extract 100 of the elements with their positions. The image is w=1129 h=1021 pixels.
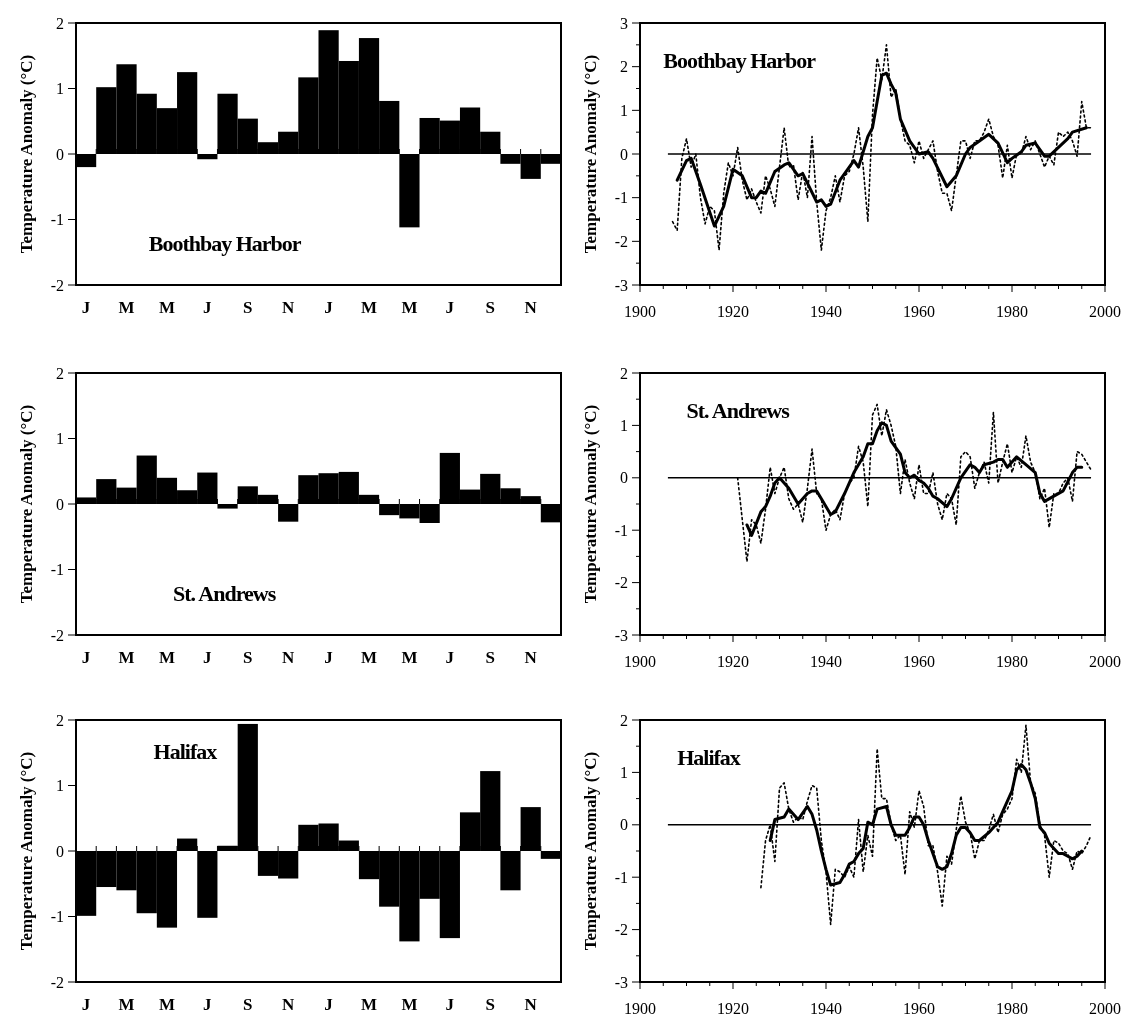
x-tick-label: M (118, 298, 135, 317)
x-tick-label: 1960 (903, 303, 935, 320)
x-tick-label: J (445, 298, 455, 317)
x-tick-label: S (485, 298, 496, 317)
x-tick-label: N (524, 995, 538, 1014)
x-tick-label: S (243, 995, 253, 1014)
y-tick-label: 0 (56, 842, 64, 860)
x-tick-label: M (118, 648, 135, 667)
x-tick-label: 1920 (717, 303, 749, 320)
x-tick-label: 1980 (996, 303, 1028, 320)
y-tick-label: -2 (614, 574, 628, 592)
y-tick-label: 2 (620, 58, 628, 76)
x-tick-label: M (361, 648, 378, 667)
y-tick-label: -3 (614, 276, 628, 294)
x-tick-label: M (158, 995, 175, 1014)
y-tick-label: -1 (614, 868, 628, 886)
y-tick-label: 2 (56, 364, 64, 382)
bar (177, 838, 198, 851)
x-tick-label: 1920 (717, 653, 749, 670)
x-tick-label: M (401, 298, 418, 317)
x-tick-label: 1980 (996, 1000, 1028, 1017)
x-tick-label: 1960 (903, 1000, 935, 1017)
y-tick-label: 3 (620, 14, 628, 32)
y-tick-label: 1 (56, 777, 64, 795)
x-tick-label: 1940 (810, 1000, 842, 1017)
y-tick-label: -1 (50, 561, 64, 579)
x-tick-label: N (282, 648, 296, 667)
x-tick-label: 2000 (1089, 653, 1121, 670)
x-tick-label: 2000 (1089, 303, 1121, 320)
x-tick-label: J (445, 995, 455, 1014)
y-tick-label: 2 (620, 711, 628, 729)
x-tick-label: 1900 (624, 1000, 656, 1017)
x-tick-label: J (81, 648, 91, 667)
annotation: Halifax (153, 739, 218, 765)
x-tick-label: J (203, 298, 213, 317)
annotation: Halifax (677, 744, 741, 770)
x-tick-label: N (282, 298, 296, 317)
x-tick-label: 1940 (810, 653, 842, 670)
annotation: St. Andrews (173, 580, 277, 606)
annotation: Boothbay Harbor (663, 47, 817, 73)
y-tick-label: 0 (56, 145, 64, 163)
x-tick-label: J (81, 298, 91, 317)
x-tick-label: N (524, 648, 538, 667)
y-axis-title: Temperature Anomaly (°C) (581, 54, 600, 254)
y-tick-label: -1 (614, 521, 628, 539)
y-axis-title: Temperature Anomaly (°C) (581, 751, 600, 951)
y-tick-label: 1 (620, 417, 628, 434)
x-tick-label: M (401, 995, 418, 1014)
y-axis-title: Temperature Anomaly (°C) (17, 751, 36, 951)
y-tick-label: 2 (56, 14, 64, 32)
y-tick-label: 0 (620, 816, 628, 834)
x-tick-label: N (524, 298, 538, 317)
y-tick-label: 1 (620, 101, 628, 119)
x-tick-label: 1920 (717, 1000, 749, 1017)
x-tick-label: M (401, 648, 418, 667)
x-tick-label: 1980 (996, 653, 1028, 670)
bar (520, 807, 541, 851)
x-tick-label: 1960 (903, 653, 935, 670)
x-tick-label: J (445, 648, 455, 667)
y-tick-label: 1 (56, 80, 64, 98)
x-tick-label: S (485, 995, 496, 1014)
x-tick-label: M (158, 648, 175, 667)
y-tick-label: 1 (620, 764, 628, 781)
annotation: Boothbay Harbor (148, 230, 302, 256)
y-tick-label: -2 (614, 921, 628, 939)
annotation: St. Andrews (686, 397, 791, 423)
x-tick-label: M (361, 298, 378, 317)
x-tick-label: S (243, 648, 253, 667)
y-tick-label: 0 (620, 469, 628, 487)
y-tick-label: -2 (50, 626, 64, 644)
y-tick-label: -2 (50, 276, 64, 294)
y-tick-label: 1 (56, 430, 64, 448)
x-tick-label: 1940 (810, 303, 842, 320)
y-tick-label: -1 (50, 908, 64, 926)
x-tick-label: M (158, 298, 175, 317)
x-tick-label: 1900 (624, 653, 656, 670)
y-tick-label: 0 (56, 495, 64, 513)
x-tick-label: J (324, 648, 334, 667)
x-tick-label: J (324, 298, 334, 317)
y-axis-title: Temperature Anomaly (°C) (17, 54, 36, 254)
y-tick-label: -3 (614, 626, 628, 644)
x-tick-label: J (81, 995, 91, 1014)
y-tick-label: 0 (620, 145, 628, 163)
x-tick-label: 1900 (624, 303, 656, 320)
y-tick-label: -2 (50, 973, 64, 991)
y-tick-label: 2 (56, 711, 64, 729)
y-axis-title: Temperature Anomaly (°C) (581, 404, 600, 604)
x-tick-label: S (485, 648, 496, 667)
y-tick-label: -1 (50, 211, 64, 229)
y-tick-label: -3 (614, 973, 628, 991)
y-tick-label: 2 (620, 364, 628, 382)
x-tick-label: J (203, 648, 213, 667)
x-tick-label: 2000 (1089, 1000, 1121, 1017)
x-tick-label: N (282, 995, 296, 1014)
x-tick-label: S (243, 298, 253, 317)
x-tick-label: J (203, 995, 213, 1014)
x-tick-label: J (324, 995, 334, 1014)
y-axis-title: Temperature Anomaly (°C) (17, 404, 36, 604)
x-tick-label: M (361, 995, 378, 1014)
x-tick-label: M (118, 995, 135, 1014)
